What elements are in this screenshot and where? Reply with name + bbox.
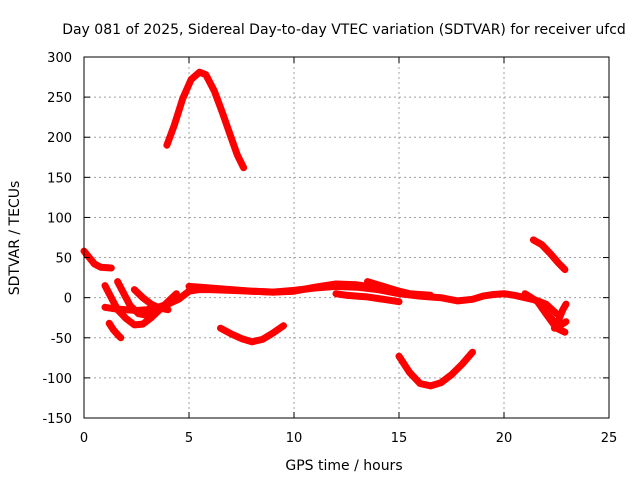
x-tick-label: 15 <box>391 431 408 446</box>
series-line-seg-main-band-3 <box>332 290 403 306</box>
x-axis-title: GPS time / hours <box>285 458 402 474</box>
y-axis-title: SDTVAR / TECUs <box>7 181 23 296</box>
x-tick-label: 0 <box>80 431 88 446</box>
x-tick-label: 25 <box>601 431 618 446</box>
y-tick-label: 50 <box>55 252 72 267</box>
y-tick-label: 0 <box>64 292 72 307</box>
y-tick-label: 100 <box>47 211 72 226</box>
series-line-seg-short-low <box>105 319 125 342</box>
x-tick-label: 20 <box>496 431 513 446</box>
series-line-seg-main-band-2 <box>185 280 403 296</box>
y-tick-label: 250 <box>47 91 72 106</box>
grid-layer <box>84 57 609 418</box>
chart-title: Day 081 of 2025, Sidereal Day-to-day VTE… <box>62 22 626 38</box>
y-tick-label: -150 <box>42 412 72 427</box>
series-line-seg-high-arc <box>163 68 248 172</box>
label-layer: 0 5 10 15 20 25 -150 -100 -50 0 50 100 150 200 250 300 <box>42 51 617 446</box>
y-tick-label: 200 <box>47 131 72 146</box>
series-layer <box>80 68 570 390</box>
series-line-seg-late-dip <box>395 348 476 390</box>
y-tick-label: -50 <box>51 332 72 347</box>
series-line-seg-dip-c <box>130 286 172 314</box>
series-line-seg-end-up <box>529 236 569 274</box>
x-tick-label: 5 <box>185 431 193 446</box>
plot-frame <box>83 56 610 419</box>
y-tick-label: 300 <box>47 51 72 66</box>
tick-layer <box>83 56 610 419</box>
series-line-seg-dip-b <box>114 278 168 319</box>
y-tick-label: -100 <box>42 372 72 387</box>
x-tick-label: 10 <box>286 431 303 446</box>
y-tick-label: 150 <box>47 171 72 186</box>
series-line-seg-main-band-4 <box>364 278 434 299</box>
series-line-seg-mid-dip <box>217 322 287 346</box>
series-line-seg-start <box>80 247 115 272</box>
series-line-seg-end-c <box>550 300 570 332</box>
